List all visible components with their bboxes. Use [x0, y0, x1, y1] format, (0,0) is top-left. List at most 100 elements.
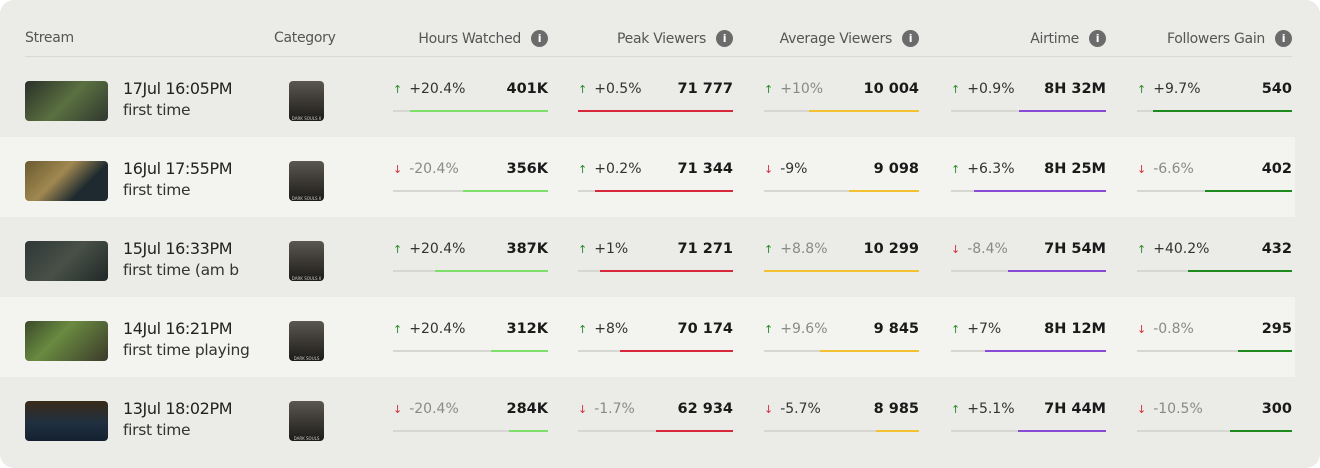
metric-bar-track [1137, 350, 1292, 352]
arrow-up-icon: ↑ [951, 403, 961, 416]
arrow-up-icon: ↑ [1137, 243, 1147, 256]
table-row[interactable]: 15Jul 16:33PM first time (am b DARK SOUL… [0, 217, 1295, 297]
table-row[interactable]: 13Jul 18:02PM first time DARK SOULS ↓ -20… [0, 377, 1295, 457]
metric-bar-fill [974, 190, 1106, 192]
metric-bar-fill [599, 270, 733, 272]
header-metric: Average Viewers i [764, 30, 919, 47]
metric-delta: ↑ +5.1% [951, 401, 1015, 417]
metric-bar-fill [509, 430, 548, 432]
metric-delta: ↓ -8.4% [951, 241, 1008, 257]
table-header: Stream Category Hours Watched i Peak Viewe… [0, 0, 1320, 57]
metric-value: 300 [1261, 401, 1292, 417]
category-cover[interactable]: DARK SOULS [289, 401, 324, 441]
arrow-up-icon: ↑ [578, 83, 588, 96]
category-cover[interactable]: DARK SOULS II [289, 81, 324, 121]
metric-cell: ↓ -20.4% 356K [393, 161, 548, 201]
metric-bar-track [578, 270, 733, 272]
metric-bar-track [578, 110, 733, 112]
metric-value: 10 004 [863, 81, 920, 97]
stream-date: 16Jul 17:55PM [123, 159, 233, 178]
info-icon[interactable]: i [1275, 30, 1292, 47]
table-row[interactable]: 17Jul 16:05PM first time DARK SOULS II ↑… [0, 57, 1295, 137]
metric-value: 71 271 [677, 241, 734, 257]
stream-thumbnail[interactable] [25, 81, 108, 121]
arrow-down-icon: ↓ [951, 243, 961, 256]
stream-thumbnail[interactable] [25, 241, 108, 281]
metric-delta: ↑ +6.3% [951, 161, 1015, 177]
stream-date: 14Jul 16:21PM [123, 319, 233, 338]
metric-cell: ↑ +9.6% 9 845 [764, 321, 919, 361]
metric-bar-track [1137, 270, 1292, 272]
arrow-up-icon: ↑ [393, 83, 403, 96]
header-metric: Peak Viewers i [578, 30, 733, 47]
arrow-up-icon: ↑ [578, 323, 588, 336]
arrow-down-icon: ↓ [764, 403, 774, 416]
metric-bar-track [764, 110, 919, 112]
info-icon[interactable]: i [1089, 30, 1106, 47]
arrow-up-icon: ↑ [764, 243, 774, 256]
arrow-up-icon: ↑ [1137, 83, 1147, 96]
header-category: Category [274, 30, 336, 46]
metric-bar-fill [595, 190, 733, 192]
stream-title[interactable]: first time [123, 421, 191, 439]
metric-cell: ↓ -9% 9 098 [764, 161, 919, 201]
metric-cell: ↓ -10.5% 300 [1137, 401, 1292, 441]
stream-title[interactable]: first time [123, 181, 191, 199]
metric-value: 8H 25M [1044, 161, 1106, 177]
category-cover[interactable]: DARK SOULS II [289, 161, 324, 201]
metric-cell: ↑ +1% 71 271 [578, 241, 733, 281]
metric-delta: ↑ +40.2% [1137, 241, 1210, 257]
metric-bar-fill [1188, 270, 1292, 272]
metric-bar-track [393, 110, 548, 112]
metric-value: 432 [1261, 241, 1292, 257]
info-icon[interactable]: i [531, 30, 548, 47]
metric-bar-track [764, 430, 919, 432]
info-icon[interactable]: i [716, 30, 733, 47]
arrow-down-icon: ↓ [1137, 163, 1147, 176]
metric-cell: ↓ -0.8% 295 [1137, 321, 1292, 361]
metric-delta: ↑ +20.4% [393, 81, 466, 97]
category-cover[interactable]: DARK SOULS [289, 321, 324, 361]
table-row[interactable]: 16Jul 17:55PM first time DARK SOULS II ↓… [0, 137, 1295, 217]
metric-value: 71 777 [677, 81, 734, 97]
arrow-down-icon: ↓ [393, 163, 403, 176]
metric-delta: ↑ +20.4% [393, 241, 466, 257]
arrow-up-icon: ↑ [393, 243, 403, 256]
metric-bar-track [578, 430, 733, 432]
metric-bar-fill [764, 270, 919, 272]
stream-thumbnail[interactable] [25, 321, 108, 361]
metric-cell: ↑ +7% 8H 12M [951, 321, 1106, 361]
metric-delta: ↓ -5.7% [764, 401, 821, 417]
stream-thumbnail[interactable] [25, 161, 108, 201]
metric-cell: ↓ -8.4% 7H 54M [951, 241, 1106, 281]
header-label: Followers Gain [1166, 30, 1265, 47]
metric-cell: ↓ -20.4% 284K [393, 401, 548, 441]
metric-cell: ↑ +6.3% 8H 25M [951, 161, 1106, 201]
stream-title[interactable]: first time playing [123, 341, 250, 359]
metric-bar-fill [808, 110, 919, 112]
stream-title[interactable]: first time (am b [123, 261, 239, 279]
arrow-up-icon: ↑ [578, 163, 588, 176]
info-icon[interactable]: i [902, 30, 919, 47]
stream-title[interactable]: first time [123, 101, 191, 119]
metric-delta: ↓ -20.4% [393, 161, 459, 177]
metric-delta: ↑ +7% [951, 321, 1002, 337]
stream-thumbnail[interactable] [25, 401, 108, 441]
header-metric: Followers Gain i [1137, 30, 1292, 47]
metric-delta: ↑ +0.2% [578, 161, 642, 177]
metric-value: 401K [506, 81, 548, 97]
metric-delta: ↑ +8% [578, 321, 629, 337]
category-cover[interactable]: DARK SOULS II [289, 241, 324, 281]
metric-value: 8 985 [873, 401, 919, 417]
category-name: DARK SOULS II [291, 276, 322, 281]
metric-delta: ↓ -10.5% [1137, 401, 1203, 417]
metric-delta: ↓ -6.6% [1137, 161, 1194, 177]
metric-bar-fill [490, 350, 548, 352]
metric-delta: ↓ -0.8% [1137, 321, 1194, 337]
metric-bar-track [578, 190, 733, 192]
metric-bar-track [393, 270, 548, 272]
arrow-up-icon: ↑ [764, 83, 774, 96]
metric-value: 70 174 [677, 321, 734, 337]
table-row[interactable]: 14Jul 16:21PM first time playing DARK SO… [0, 297, 1295, 377]
